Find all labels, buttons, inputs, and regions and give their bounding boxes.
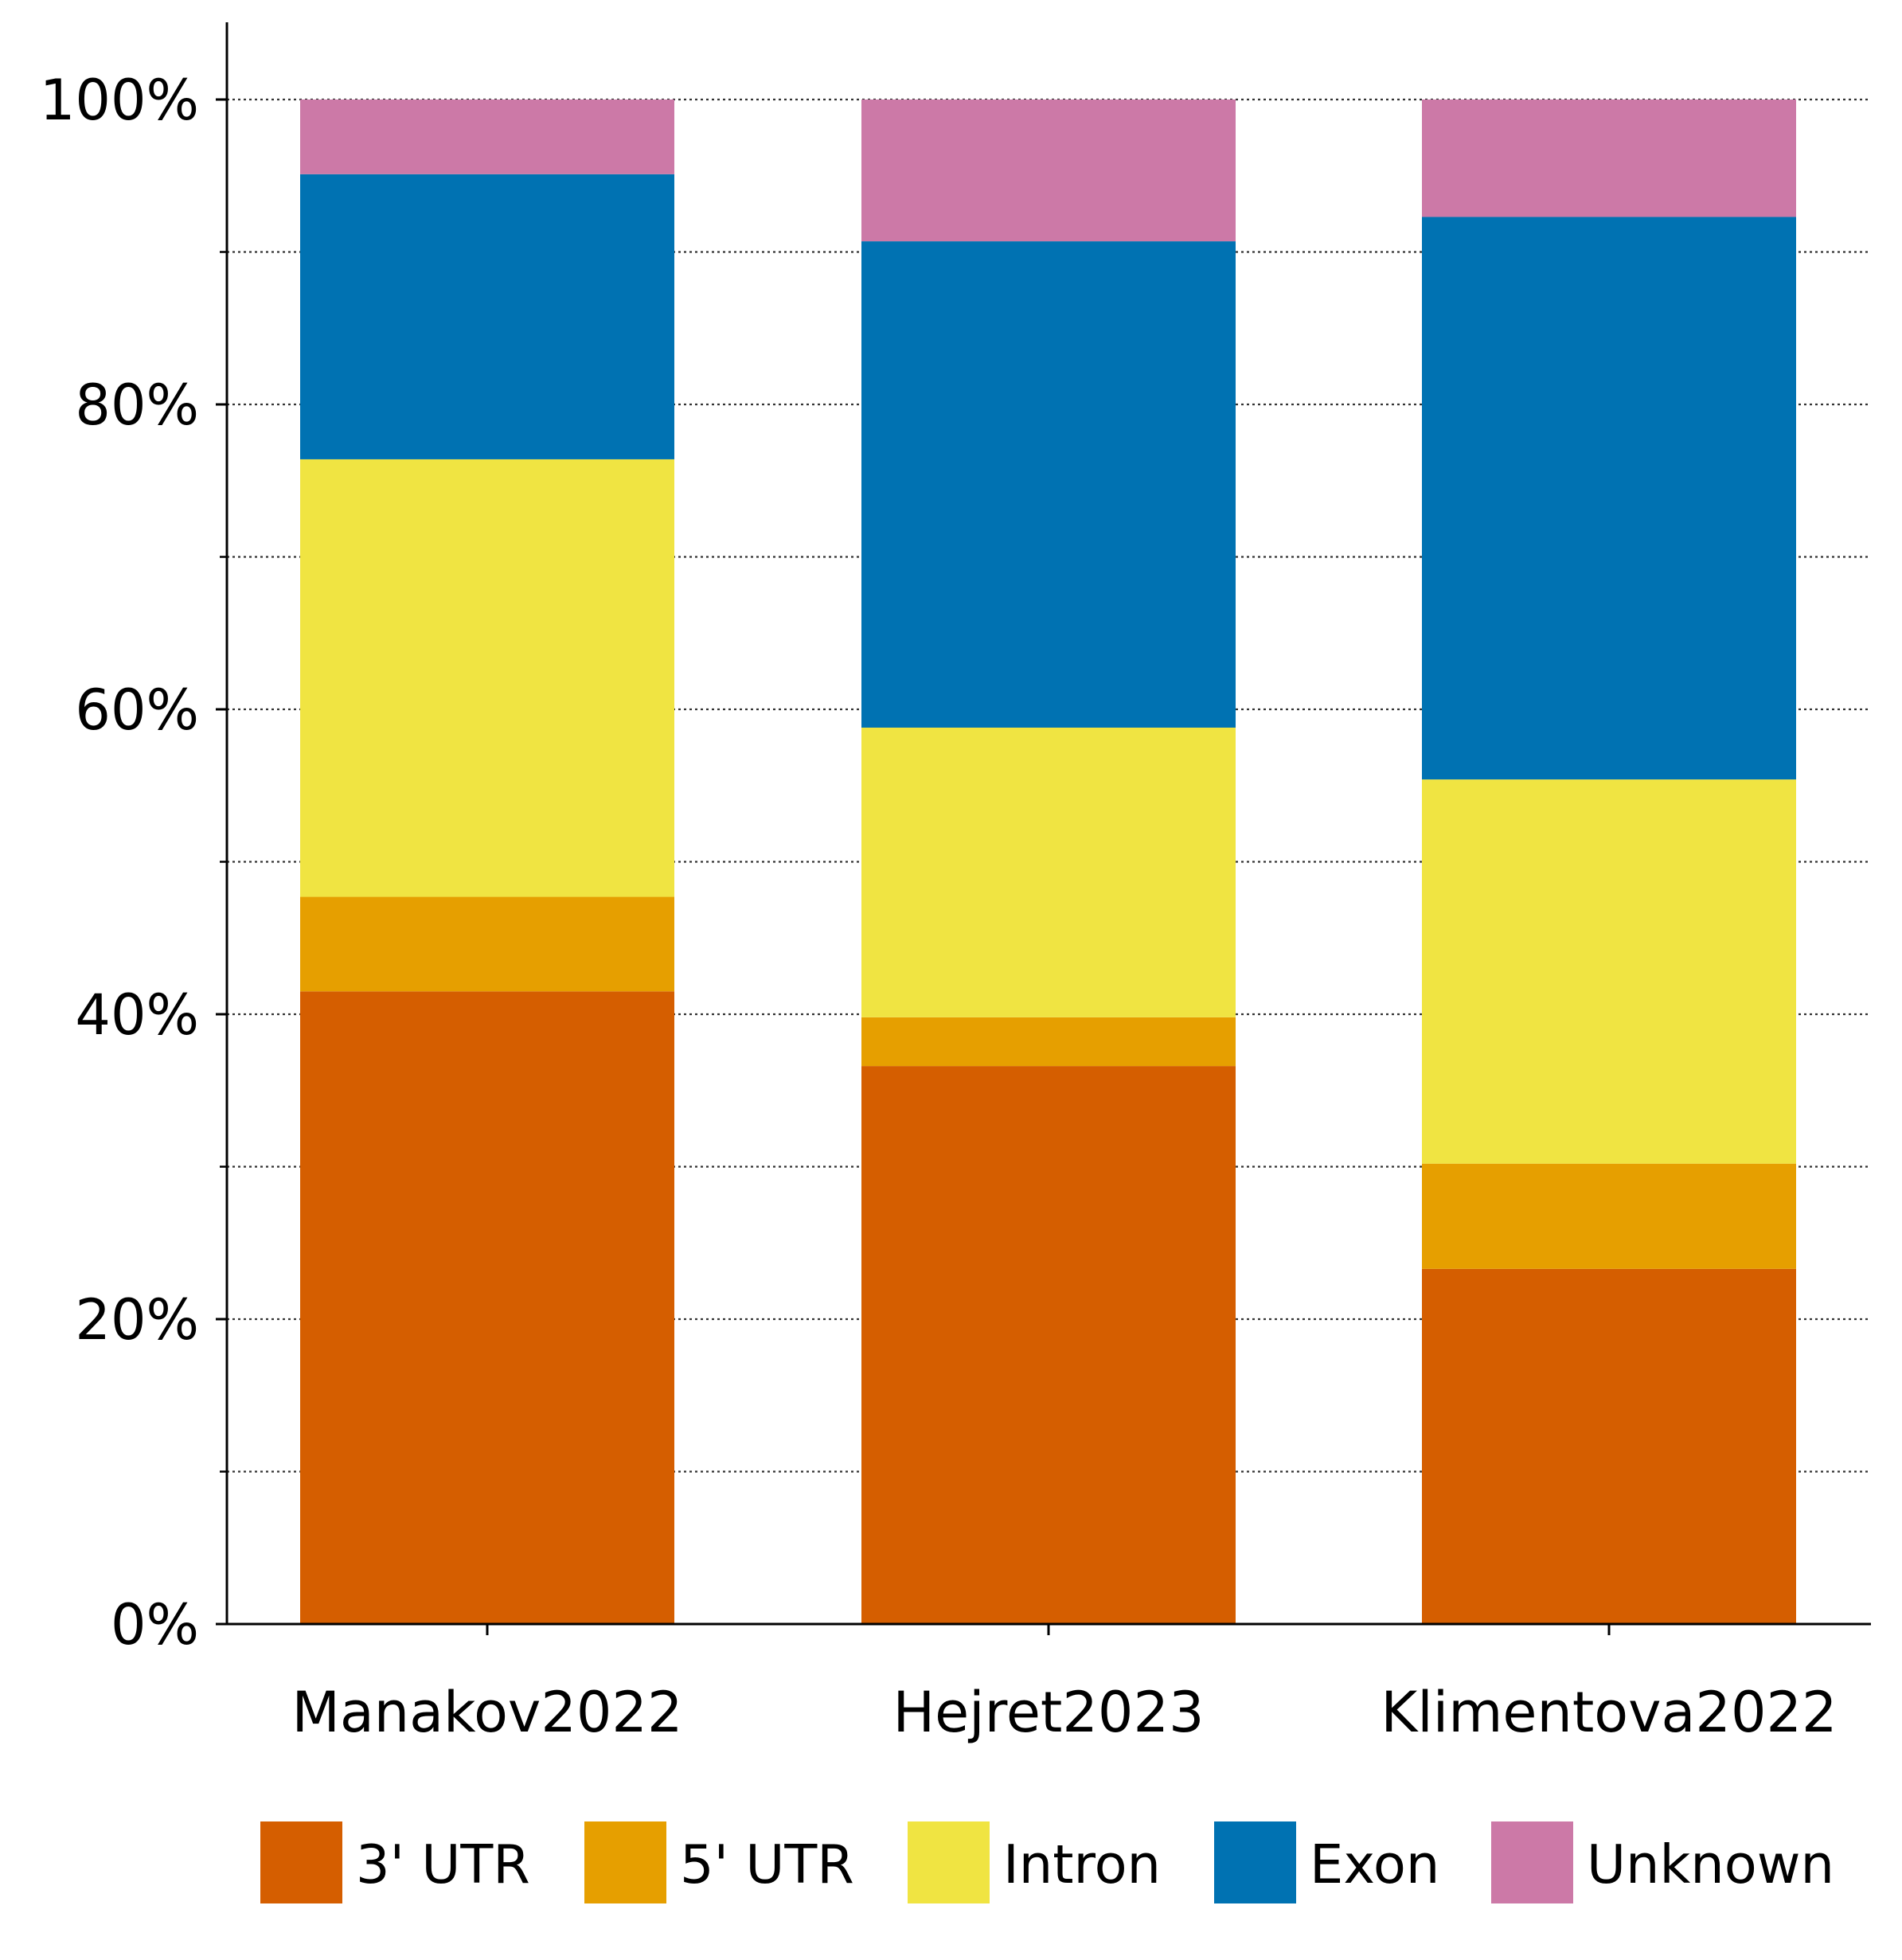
bars xyxy=(300,100,1796,1624)
y-ticks: 0% 20% 40% 60% 80% 100% xyxy=(40,68,227,1657)
bar-segment-manakov2022-3-utr xyxy=(300,991,674,1624)
legend-label: Exon xyxy=(1310,1833,1439,1896)
legend-label: 3' UTR xyxy=(356,1833,530,1896)
bar-segment-hejret2023-5-utr xyxy=(861,1017,1236,1067)
y-tick-label: 20% xyxy=(75,1287,199,1353)
legend: 3' UTR 5' UTR Intron Exon Unknown xyxy=(260,1821,1834,1903)
legend-swatch-exon xyxy=(1214,1821,1296,1903)
legend-label: Intron xyxy=(1003,1833,1161,1896)
y-tick-label: 40% xyxy=(75,982,199,1048)
bar-segment-manakov2022-5-utr xyxy=(300,896,674,992)
legend-swatch-unknown xyxy=(1491,1821,1573,1903)
bar-segment-hejret2023-unknown xyxy=(861,100,1236,242)
x-tick-label-hejret2023: Hejret2023 xyxy=(892,1680,1204,1745)
bar-segment-klimentova2022-unknown xyxy=(1422,100,1796,217)
y-tick-label: 80% xyxy=(75,373,199,438)
bar-segment-hejret2023-exon xyxy=(861,241,1236,728)
legend-swatch-3-utr xyxy=(260,1821,342,1903)
x-tick-label-klimentova2022: Klimentova2022 xyxy=(1381,1680,1837,1745)
y-tick-label: 60% xyxy=(75,677,199,743)
x-tick-label-manakov2022: Manakov2022 xyxy=(292,1680,683,1745)
y-tick-label: 100% xyxy=(40,68,199,133)
bar-segment-klimentova2022-exon xyxy=(1422,217,1796,780)
legend-swatch-intron xyxy=(908,1821,990,1903)
x-ticks: Manakov2022 Hejret2023 Klimentova2022 xyxy=(292,1624,1838,1745)
bar-segment-hejret2023-3-utr xyxy=(861,1066,1236,1624)
bar-segment-klimentova2022-intron xyxy=(1422,779,1796,1164)
bar-segment-klimentova2022-3-utr xyxy=(1422,1268,1796,1624)
bar-segment-klimentova2022-5-utr xyxy=(1422,1163,1796,1269)
bar-segment-hejret2023-intron xyxy=(861,727,1236,1017)
legend-swatch-5-utr xyxy=(584,1821,666,1903)
bar-segment-manakov2022-intron xyxy=(300,459,674,897)
bar-segment-manakov2022-unknown xyxy=(300,100,674,174)
legend-label: 5' UTR xyxy=(680,1833,854,1896)
legend-label: Unknown xyxy=(1587,1833,1834,1896)
y-tick-label: 0% xyxy=(111,1592,199,1657)
bar-segment-manakov2022-exon xyxy=(300,174,674,459)
